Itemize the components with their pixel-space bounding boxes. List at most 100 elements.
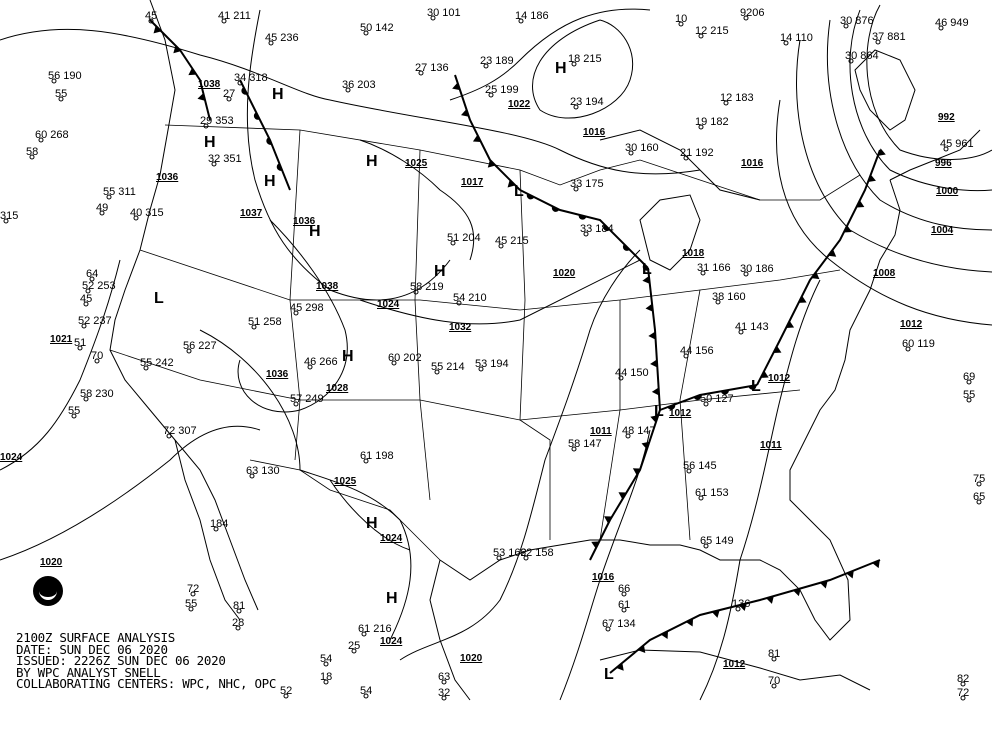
station-value: 62 158 (520, 547, 554, 559)
station-circle-icon (483, 63, 489, 69)
station-plot: 51 204 (447, 232, 481, 246)
station-circle-icon (743, 271, 749, 277)
cold-front-triangle (591, 541, 600, 549)
warm-front-rockies (239, 79, 291, 191)
station-plot: 34 318 (234, 72, 268, 86)
cold-front-triangle (711, 610, 720, 618)
station-plot: 12 215 (695, 25, 729, 39)
station-value: 54 210 (453, 292, 487, 304)
coastline (429, 559, 471, 701)
station-value: 51 258 (248, 316, 282, 328)
station-value: 29 353 (200, 115, 234, 127)
isobar-label: 1025 (405, 158, 428, 169)
station-value: 58 147 (568, 438, 602, 450)
cold-front-triangle (618, 492, 627, 500)
isobar (0, 28, 331, 101)
station-value: 45 298 (290, 302, 324, 314)
station-plot: 81 (233, 600, 245, 614)
station-value: 9206 (740, 7, 764, 19)
station-circle-icon (293, 310, 299, 316)
cold-front-triangle (632, 468, 641, 476)
station-plot: 10 (675, 13, 687, 27)
station-circle-icon (966, 397, 972, 403)
cold-front-triangle (811, 271, 820, 280)
isobar-label: 1011 (590, 426, 612, 437)
isobar-label: 1032 (449, 322, 472, 333)
station-circle-icon (188, 606, 194, 612)
station-circle-icon (498, 243, 504, 249)
station-plot: 55 (185, 598, 197, 612)
station-circle-icon (293, 401, 299, 407)
station-plot: 48 147 (622, 425, 656, 439)
station-plot: 61 198 (360, 450, 394, 464)
station-circle-icon (71, 413, 77, 419)
station-circle-icon (703, 401, 709, 407)
cold-front-triangle (867, 174, 876, 183)
station-plot: 27 136 (415, 62, 449, 76)
isobar (0, 425, 261, 561)
station-circle-icon (58, 96, 64, 102)
station-value: 28 (232, 617, 244, 629)
station-circle-icon (715, 299, 721, 305)
isobar-label: 1036 (156, 172, 179, 183)
cold-front-ohio-line (589, 267, 662, 561)
station-plot: 58 219 (410, 281, 444, 295)
cold-front-triangle (798, 295, 807, 303)
station-value: 61 198 (360, 450, 394, 462)
state-border (414, 149, 431, 501)
coastline (174, 439, 241, 621)
station-circle-icon (573, 186, 579, 192)
station-plot: 55 (963, 389, 975, 403)
isobar-label: 1020 (553, 268, 576, 279)
station-plot: 60 268 (35, 129, 69, 143)
political-borders (109, 124, 861, 561)
isobar-label: 1024 (380, 636, 403, 647)
station-plot: 62 158 (520, 547, 554, 561)
station-value: 52 253 (82, 280, 116, 292)
station-value: 60 119 (902, 338, 935, 350)
isobar-label: 1021 (50, 334, 73, 345)
station-value: 184 (210, 518, 228, 530)
station-value: 55 242 (140, 357, 174, 369)
warm-front-semicircle (622, 244, 630, 251)
station-plot: 55 (55, 88, 67, 102)
isobar-label: 1016 (592, 572, 615, 583)
warm-front-semicircle (693, 394, 702, 400)
isobar (866, 4, 992, 160)
coastline (854, 49, 916, 131)
station-value: 52 (280, 685, 292, 697)
cold-front-triangle (872, 560, 880, 569)
station-plot: 51 258 (248, 316, 282, 330)
station-value: 57 249 (290, 393, 324, 405)
station-plot: 184 (210, 518, 228, 532)
isobar-label: 1008 (873, 268, 896, 279)
isobar-labels: 1038 1036 1037 1036 1038 1024 1032 1036 1028 1025… (0, 79, 959, 670)
cold-front-triangle (828, 249, 837, 257)
coastline (439, 179, 901, 641)
cold-front-triangle (846, 570, 854, 579)
station-plot: 52 253 (82, 280, 116, 294)
station-plot: 56 190 (48, 70, 82, 84)
station-circle-icon (190, 591, 196, 597)
station-circle-icon (106, 194, 112, 200)
station-circle-icon (478, 366, 484, 372)
isobar-label: 1000 (936, 186, 959, 197)
station-plot: 72 (957, 687, 969, 701)
warm-front-semicircle (551, 206, 560, 212)
station-plot: 23 189 (480, 55, 514, 69)
station-circle-icon (960, 681, 966, 687)
station-plot: 75 (973, 473, 985, 487)
station-value: 56 145 (683, 460, 717, 472)
state-border (599, 300, 621, 541)
station-value: 45 (145, 10, 157, 22)
cold-front-triangle (877, 148, 886, 156)
cold-front-triangle (648, 331, 656, 340)
station-plot: 30 101 (427, 7, 461, 21)
station-circle-icon (698, 124, 704, 130)
station-value: 27 136 (415, 62, 449, 74)
station-plot: 52 (280, 685, 292, 699)
station-plot: 46 949 (935, 17, 969, 31)
station-plot: 54 (360, 685, 372, 699)
high-pressure-center: H (342, 348, 354, 365)
station-value: 54 (360, 685, 372, 697)
